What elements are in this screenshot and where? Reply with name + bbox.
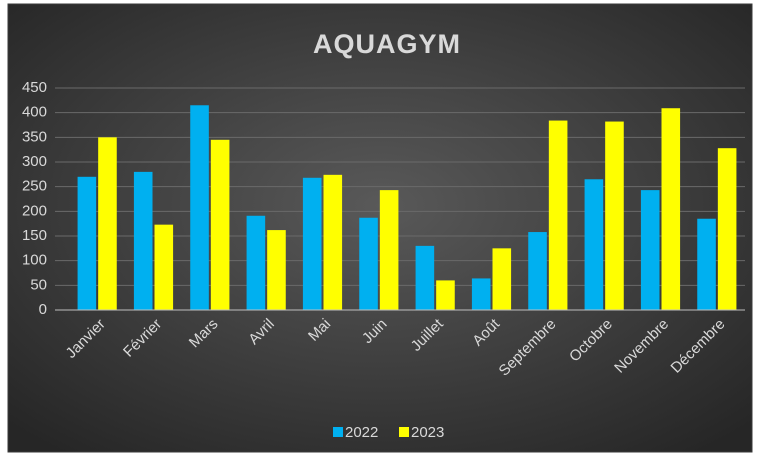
bar — [584, 179, 604, 310]
legend-label: 2022 — [345, 424, 378, 441]
bar — [133, 171, 153, 310]
bar — [210, 139, 230, 310]
bar — [661, 108, 681, 310]
bar — [697, 218, 716, 310]
bar — [323, 174, 343, 310]
chart-title: AQUAGYM — [313, 29, 461, 59]
bar — [190, 105, 209, 311]
y-tick-label: 350 — [22, 128, 47, 145]
bar — [548, 120, 568, 310]
legend-swatch — [333, 427, 343, 437]
bar — [98, 137, 117, 310]
y-tick-label: 150 — [22, 227, 47, 244]
bar — [267, 230, 286, 310]
legend-swatch — [399, 427, 409, 437]
bar — [154, 224, 174, 310]
bar — [717, 148, 737, 310]
bar — [605, 121, 624, 311]
bar — [379, 190, 399, 310]
bar — [492, 248, 512, 310]
bar — [77, 176, 97, 310]
bar — [302, 177, 322, 310]
y-tick-label: 200 — [22, 202, 47, 219]
y-tick-label: 100 — [22, 252, 47, 269]
y-tick-label: 300 — [22, 153, 47, 170]
y-tick-label: 400 — [22, 104, 47, 121]
y-tick-label: 450 — [22, 79, 47, 96]
bar — [471, 278, 491, 310]
y-tick-label: 250 — [22, 178, 47, 195]
bar — [415, 245, 435, 310]
legend-label: 2023 — [411, 424, 444, 441]
y-tick-label: 0 — [39, 301, 47, 318]
bar — [436, 280, 455, 310]
bar — [359, 217, 378, 310]
y-tick-label: 50 — [30, 276, 47, 293]
bar — [528, 232, 547, 310]
bar — [640, 190, 660, 310]
bar — [246, 215, 266, 310]
